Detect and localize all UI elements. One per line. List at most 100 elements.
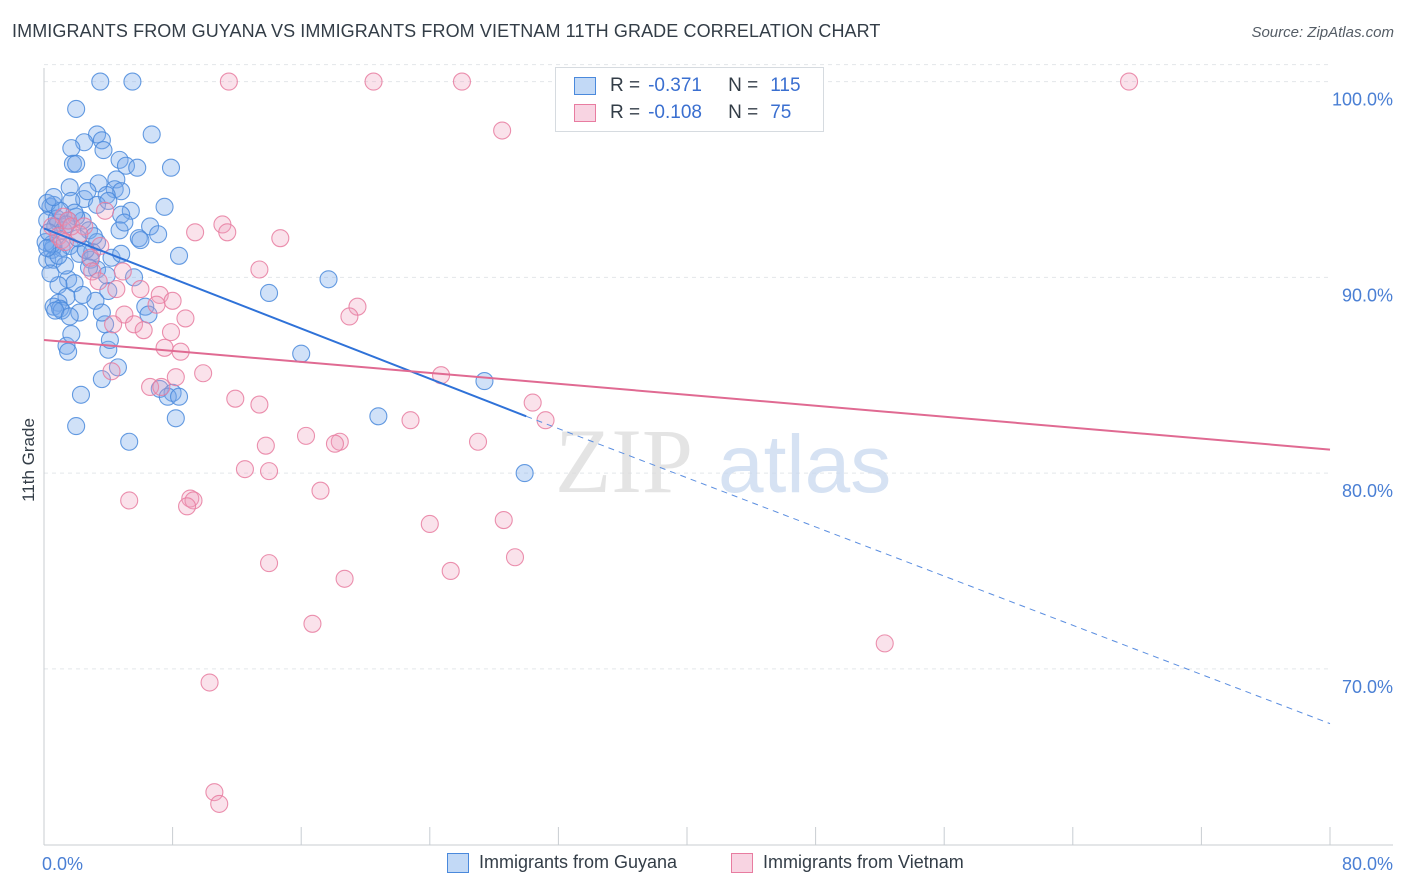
data-point [67, 154, 86, 173]
data-point [219, 72, 238, 91]
data-point [120, 491, 139, 510]
data-point [303, 614, 322, 633]
legend-swatch-guyana [574, 77, 596, 95]
data-point [205, 783, 224, 802]
data-point [475, 372, 494, 391]
data-point [292, 344, 311, 363]
data-point [163, 291, 182, 310]
data-point [194, 364, 213, 383]
data-point [128, 158, 147, 177]
data-point [169, 387, 189, 406]
data-point [149, 225, 168, 244]
data-point [124, 268, 144, 287]
y-tick-label: 70.0% [1342, 677, 1393, 697]
data-point [62, 139, 81, 158]
legend-row-guyana: R = -0.371 N = 115 [574, 73, 801, 99]
trend-layer [43, 227, 1331, 725]
data-point [92, 303, 111, 322]
grid-lines [44, 64, 1330, 670]
bottom-legend-guyana: Immigrants from Guyana [447, 852, 677, 873]
data-point [102, 362, 121, 381]
bottom-legend-label-guyana: Immigrants from Guyana [479, 852, 678, 872]
data-point [505, 548, 525, 567]
bottom-legend-label-vietnam: Immigrants from Vietnam [763, 852, 964, 872]
data-point [41, 264, 60, 283]
data-point [152, 377, 171, 396]
data-point [468, 432, 488, 451]
source-label: Source: ZipAtlas.com [1251, 24, 1394, 41]
data-point [59, 342, 78, 361]
bottom-legend: Immigrants from Guyana Immigrants from V… [0, 852, 1406, 878]
data-point [123, 72, 142, 91]
legend: R = -0.371 N = 115 R = -0.108 N = 75 [555, 67, 824, 132]
data-point [420, 514, 439, 534]
data-point [259, 462, 279, 481]
x-tick-label-max: 80.0% [1342, 854, 1393, 874]
bottom-legend-swatch-vietnam [731, 852, 753, 873]
data-point [124, 315, 144, 334]
data-point [115, 213, 134, 232]
data-point [99, 191, 118, 211]
data-point [97, 186, 116, 205]
data-point [186, 223, 205, 242]
bottom-legend-swatch-guyana [447, 852, 469, 873]
data-point [340, 307, 359, 326]
data-point [335, 569, 354, 588]
data-point [112, 244, 131, 263]
trendline-vietnam [43, 338, 1331, 451]
data-point [259, 554, 279, 573]
series-guyana [36, 72, 534, 483]
data-point [70, 303, 89, 322]
data-point [112, 182, 131, 201]
data-point [38, 238, 57, 258]
data-point [94, 141, 113, 160]
data-point [92, 370, 111, 389]
legend-n-label: N = [728, 102, 759, 123]
watermark-zip: ZIP [555, 410, 693, 512]
data-point [155, 197, 174, 216]
legend-r-value-vietnam: -0.108 [648, 102, 702, 123]
axes [43, 68, 1393, 846]
data-point [319, 270, 338, 289]
data-point [271, 229, 290, 248]
trendline-guyana-extension [526, 415, 1331, 725]
data-point [142, 125, 161, 144]
trendline-guyana [43, 227, 527, 418]
data-point [226, 389, 245, 408]
legend-r-label: R = [610, 102, 641, 123]
y-axis-label: 11th Grade [19, 418, 38, 502]
data-point [84, 227, 103, 246]
data-point [250, 395, 269, 414]
data-point [100, 330, 119, 350]
data-point [67, 99, 86, 119]
legend-row-vietnam: R = -0.108 N = 75 [574, 100, 791, 126]
data-point [78, 182, 97, 201]
legend-n-value-vietnam: 75 [770, 102, 792, 123]
data-point [81, 248, 100, 267]
data-point [401, 411, 420, 430]
legend-swatch-vietnam [574, 104, 596, 122]
data-point [169, 246, 189, 265]
legend-r-value-guyana: -0.371 [648, 75, 702, 96]
data-point [131, 231, 150, 250]
data-point [161, 158, 181, 177]
watermark: ZIP atlas [555, 410, 891, 512]
data-point [493, 121, 512, 140]
data-point [83, 262, 102, 281]
data-point [166, 368, 185, 387]
data-point [218, 223, 237, 242]
data-point [259, 283, 279, 303]
data-point [166, 409, 185, 428]
data-point [113, 262, 132, 281]
data-point [73, 285, 92, 304]
data-point [523, 393, 542, 412]
series-vietnam [42, 72, 1139, 813]
data-point [96, 201, 115, 220]
data-point [121, 201, 140, 220]
legend-r-label: R = [610, 75, 641, 96]
data-point [369, 407, 388, 426]
data-point [200, 673, 219, 692]
data-point [120, 432, 139, 451]
data-point [364, 72, 383, 91]
